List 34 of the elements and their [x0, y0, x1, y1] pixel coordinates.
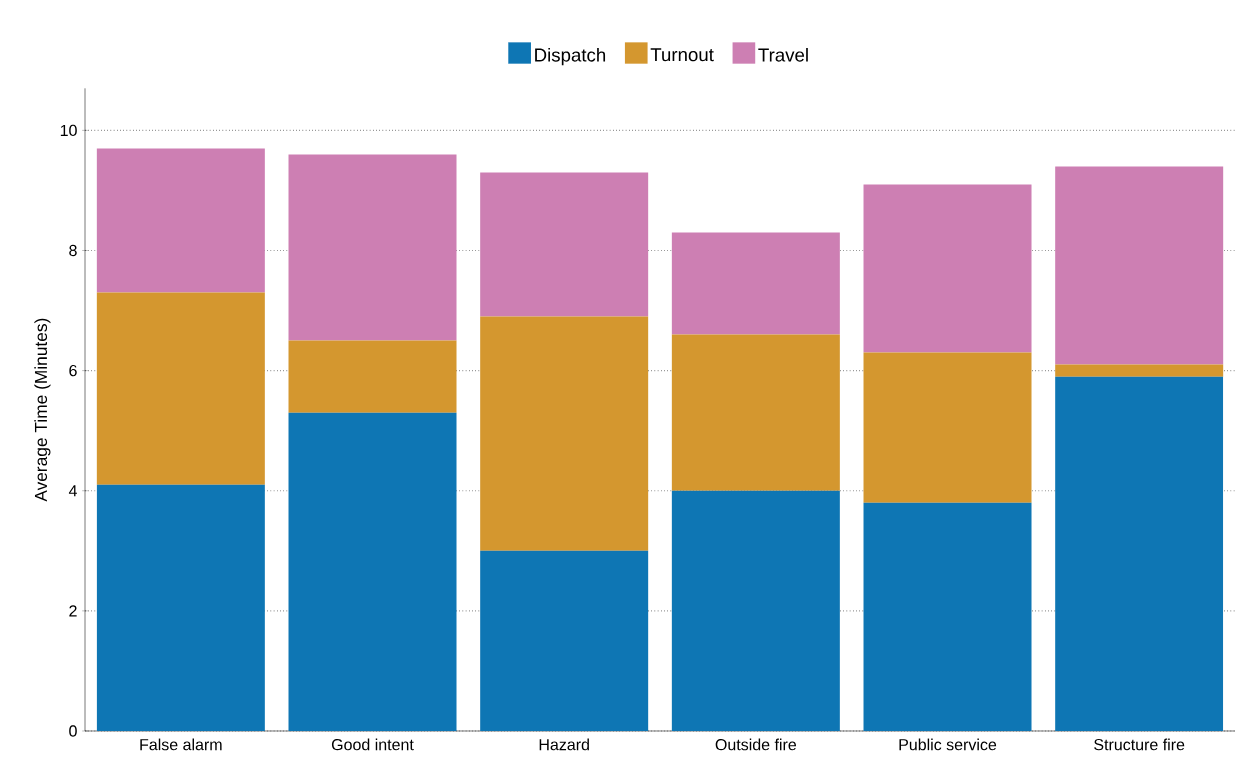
bar [480, 316, 649, 551]
y-tick-label: 6 [69, 364, 77, 377]
bar [1055, 364, 1224, 377]
y-tick-label: 2 [69, 605, 77, 617]
y-tick-label: 4 [68, 485, 77, 497]
bar [96, 292, 265, 485]
bar [480, 550, 649, 731]
bar [1055, 376, 1224, 731]
bar [288, 412, 457, 731]
bar [671, 232, 840, 335]
x-tick-label: Hazard [539, 738, 589, 751]
x-tick-label: Structure fire [1094, 738, 1185, 751]
bar [863, 502, 1032, 731]
legend-label: Travel [758, 47, 808, 62]
bar [288, 154, 457, 341]
legend-label: Turnout [650, 48, 714, 62]
bar [480, 172, 649, 317]
bar [863, 352, 1032, 503]
bar [863, 184, 1032, 353]
y-tick-label: 8 [69, 244, 77, 257]
y-tick-label: 0 [69, 725, 77, 737]
x-tick-label: Good intent [331, 738, 414, 751]
bar [671, 334, 840, 491]
y-tick-label: 10 [60, 124, 77, 137]
bar [96, 484, 265, 731]
bar [1055, 166, 1224, 365]
x-tick-label: False alarm [140, 738, 222, 751]
x-tick-label: Outside fire [715, 738, 797, 751]
bar [96, 148, 265, 293]
bar [671, 490, 840, 731]
x-tick-label: Public service [899, 738, 997, 751]
y-axis-title: Average Time (Minutes) [34, 318, 51, 502]
legend-label: Dispatch [535, 47, 606, 66]
bar [288, 340, 457, 413]
